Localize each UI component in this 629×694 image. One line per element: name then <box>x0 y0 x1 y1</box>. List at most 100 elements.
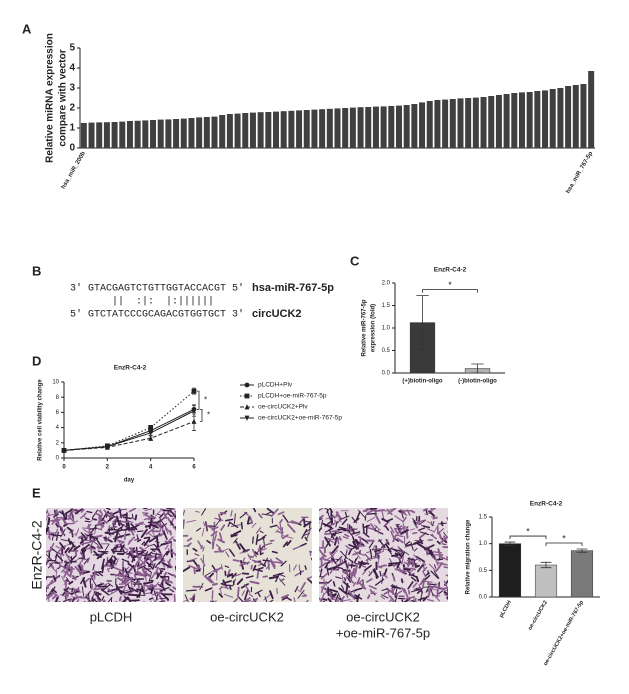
cell <box>256 570 260 579</box>
cell <box>133 574 137 580</box>
cell <box>194 553 200 557</box>
image-caption: oe-circUCK2 <box>346 609 420 624</box>
cell <box>97 544 100 550</box>
cell <box>327 579 333 584</box>
cell <box>324 563 329 569</box>
cell <box>324 508 330 511</box>
cell <box>69 598 72 602</box>
cell <box>428 587 438 591</box>
cell <box>260 545 264 550</box>
cell <box>158 600 163 602</box>
cell <box>436 540 441 545</box>
cell <box>142 570 151 577</box>
cell <box>420 564 425 568</box>
cell <box>330 532 335 538</box>
cell <box>195 510 200 513</box>
panel-label: D <box>32 353 41 368</box>
bar <box>534 91 541 148</box>
cell <box>121 586 126 595</box>
cell <box>398 525 406 531</box>
bar <box>142 120 149 148</box>
series-line <box>63 421 195 451</box>
cell <box>355 556 359 561</box>
cell <box>357 561 370 565</box>
cell <box>445 574 448 577</box>
bar <box>419 102 426 148</box>
cell <box>381 518 389 523</box>
cell <box>137 583 141 589</box>
cell <box>435 562 444 572</box>
cell <box>108 589 119 596</box>
cell <box>319 517 323 521</box>
cell <box>288 521 299 525</box>
cell <box>415 555 426 563</box>
cell <box>246 515 251 525</box>
cell <box>80 508 85 513</box>
cell <box>184 594 189 602</box>
cell <box>251 548 258 558</box>
cell <box>438 590 443 595</box>
cell <box>278 573 286 577</box>
cell <box>358 560 364 569</box>
cell <box>187 542 192 547</box>
bar <box>449 99 456 148</box>
cell <box>431 533 435 538</box>
cell <box>124 533 131 536</box>
cell <box>446 556 448 560</box>
cell <box>326 566 330 576</box>
cell <box>202 564 205 576</box>
cell <box>269 558 276 567</box>
cell <box>257 591 261 598</box>
cell <box>426 521 435 526</box>
cell <box>269 524 278 528</box>
y-axis-label: Relative miRNA expression <box>45 33 56 163</box>
cell <box>351 516 358 524</box>
cell <box>220 524 226 531</box>
cell <box>304 565 307 571</box>
cell <box>145 527 155 536</box>
cell <box>163 579 169 584</box>
cell <box>143 601 145 602</box>
significance-bracket <box>422 289 478 293</box>
cell <box>144 514 156 520</box>
cell <box>293 597 296 602</box>
cell <box>53 519 60 523</box>
cell <box>297 589 306 596</box>
cell <box>119 520 129 524</box>
cell <box>390 547 401 552</box>
cell <box>388 562 400 565</box>
cell <box>261 534 267 539</box>
cell <box>251 522 257 528</box>
cell <box>396 560 402 569</box>
cell <box>337 560 347 567</box>
cell <box>253 550 260 557</box>
cell <box>409 572 415 576</box>
cell <box>68 545 74 553</box>
chart-title: EnzR-C4-2 <box>434 267 467 274</box>
cell <box>46 513 55 517</box>
cell <box>303 520 310 523</box>
bar <box>395 105 402 148</box>
cell <box>64 547 70 554</box>
cell <box>232 597 238 602</box>
cell <box>47 579 53 588</box>
cell <box>84 520 91 523</box>
bar <box>188 118 195 148</box>
cell <box>390 599 395 602</box>
bar <box>480 97 487 148</box>
cell <box>319 568 323 577</box>
cell <box>297 589 305 599</box>
cell <box>301 528 308 539</box>
cell <box>62 518 73 521</box>
cell <box>346 527 354 533</box>
cell <box>51 588 57 594</box>
cell <box>338 587 348 595</box>
cell <box>366 517 376 523</box>
cell <box>73 592 79 598</box>
cell <box>419 531 430 536</box>
cell <box>158 593 164 602</box>
cell <box>257 566 264 571</box>
cell <box>105 562 113 568</box>
cell <box>118 572 124 577</box>
cell <box>74 565 81 574</box>
